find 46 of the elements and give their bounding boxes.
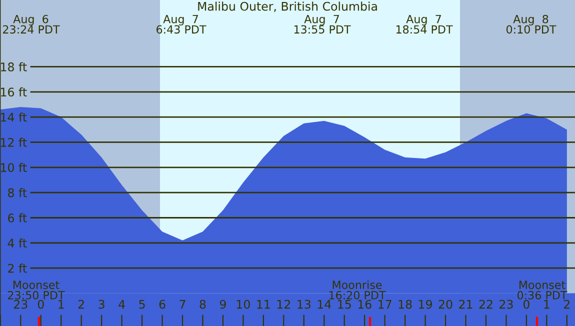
y-tick-label: 10 ft [1, 162, 27, 172]
x-tick-label: 3 [98, 300, 104, 309]
annotation: Moonset 23:50 PDT [8, 280, 65, 300]
y-tick-label: 2 ft [8, 264, 27, 273]
chart-title: Malibu Outer, British Columbia [198, 2, 377, 12]
x-tick-label: 20 [438, 300, 452, 309]
x-tick-label: 5 [139, 300, 145, 309]
x-tick-label: 2 [78, 300, 84, 309]
y-tick-label: 8 ft [8, 188, 27, 198]
x-tick-label: 16 [358, 300, 372, 309]
x-tick-label: 7 [180, 300, 186, 309]
x-tick-label: 21 [459, 300, 472, 309]
y-tick-label: 14 ft [1, 112, 27, 122]
x-tick-label: 18 [398, 300, 412, 309]
x-tick-label: 9 [220, 300, 226, 309]
annotation: Aug 8 0:10 PDT [506, 14, 556, 34]
y-tick-label: 16 ft [1, 87, 27, 97]
x-tick-label: 23 [14, 300, 28, 309]
annotation: Moonset 0:36 PDT [517, 280, 568, 300]
annotation: Aug 7 18:54 PDT [396, 15, 453, 34]
annotation: Moonrise 16:20 PDT [329, 280, 386, 300]
x-tick-label: 4 [118, 300, 125, 309]
x-tick-label: 11 [257, 300, 270, 309]
x-tick-label: 8 [200, 300, 206, 309]
x-tick-label: 17 [378, 300, 392, 309]
y-tick-label: 4 ft [8, 238, 27, 248]
x-tick-label: 1 [544, 300, 550, 309]
annotation: Aug 6 23:24 PDT [3, 14, 60, 34]
x-tick-label: 15 [338, 300, 351, 309]
annotation: Aug 7 13:55 PDT [294, 15, 351, 34]
y-tick-label: 12 ft [1, 138, 27, 147]
x-tick-label: 6 [159, 300, 166, 309]
x-tick-label: 10 [236, 300, 250, 309]
y-tick-label: 6 ft [8, 213, 27, 222]
y-tick-label: 18 ft [1, 62, 27, 72]
x-tick-label: 2 [564, 300, 570, 309]
x-tick-label: 14 [318, 300, 331, 309]
annotation: Aug 7 6:43 PDT [156, 15, 206, 34]
x-tick-label: 13 [298, 300, 310, 309]
x-tick-label: 1 [58, 300, 64, 309]
x-tick-label: 22 [479, 300, 492, 309]
x-tick-label: 23 [500, 300, 513, 309]
x-tick-label: 12 [277, 300, 290, 309]
x-tick-label: 0 [38, 300, 44, 309]
x-tick-label: 0 [523, 300, 530, 309]
x-tick-label: 19 [419, 300, 432, 309]
